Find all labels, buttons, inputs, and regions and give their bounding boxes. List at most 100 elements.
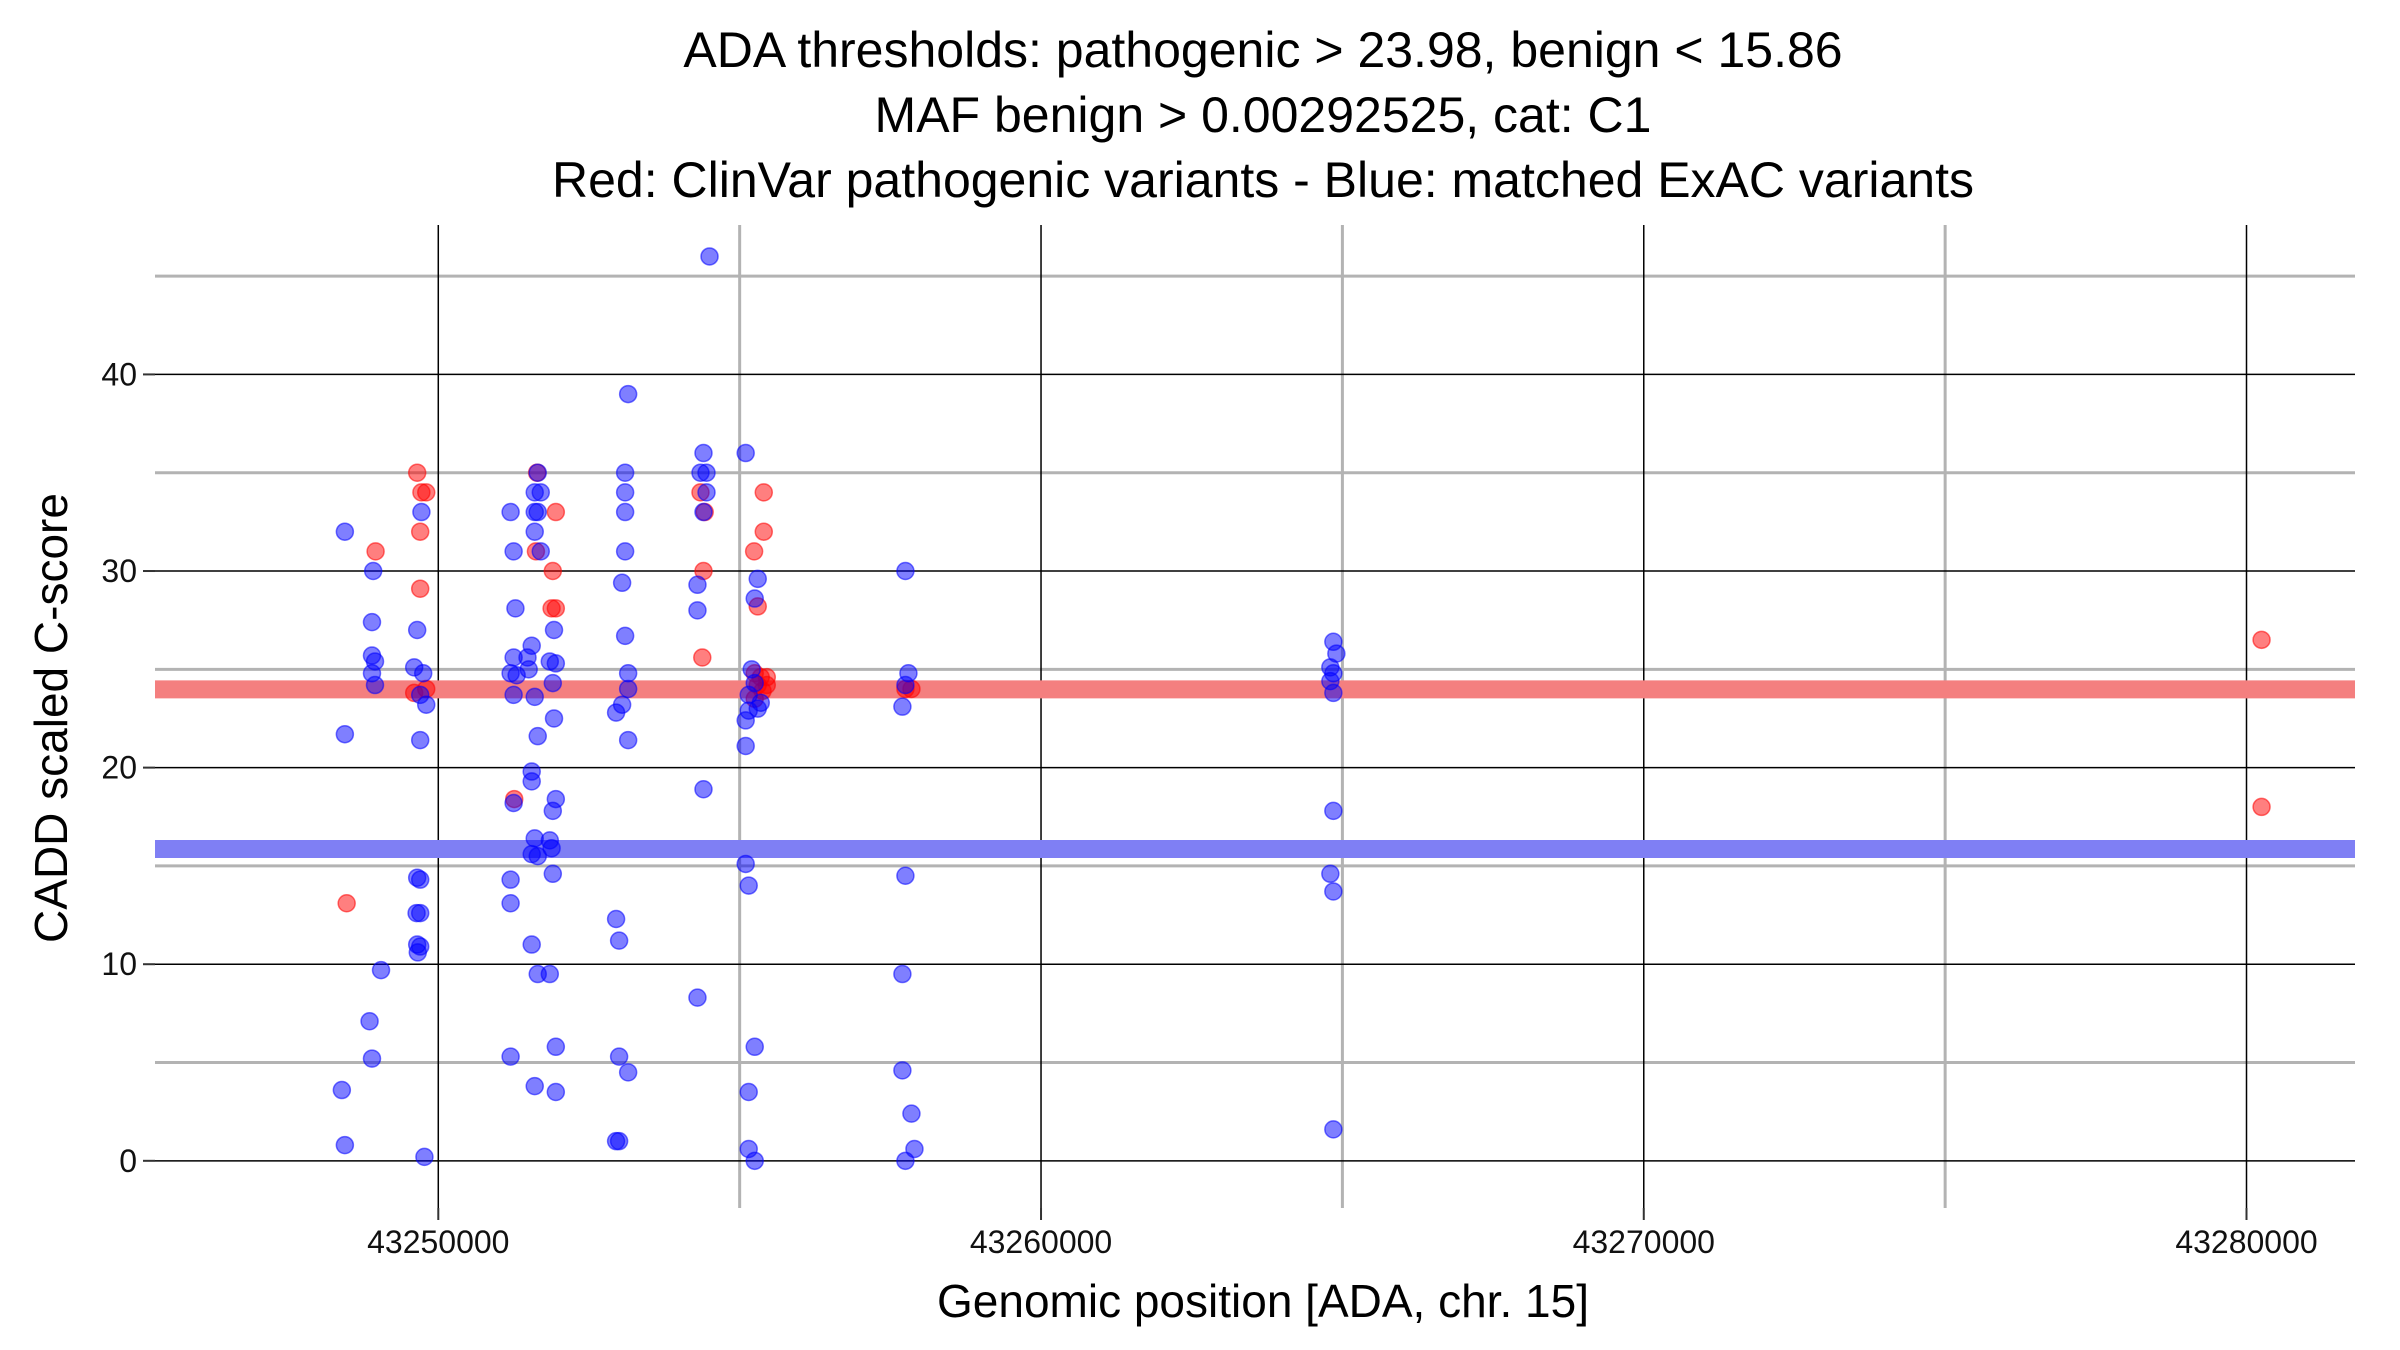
- exac-point: [739, 1082, 758, 1102]
- clinvar-point: [337, 894, 356, 913]
- exac-point: [745, 1037, 764, 1057]
- exac-point: [688, 988, 707, 1007]
- clinvar-point: [410, 579, 430, 598]
- exac-point: [615, 542, 635, 561]
- exac-point: [697, 483, 716, 502]
- exac-point: [362, 612, 382, 632]
- clinvar-point: [754, 483, 774, 502]
- exac-point: [609, 931, 629, 950]
- exac-point: [528, 726, 547, 746]
- exac-point: [531, 483, 551, 502]
- y-tick-label: 40: [101, 356, 137, 392]
- exac-point: [694, 502, 713, 522]
- clinvar-point: [416, 483, 436, 502]
- clinvar-point: [366, 542, 385, 561]
- ticks-layer: 0 10 20 30 40 43250000 43260000 43270000 4328000…: [101, 356, 2317, 1260]
- exac-point: [1324, 1120, 1343, 1139]
- exac-point: [501, 1047, 520, 1066]
- exac-point: [332, 1080, 352, 1100]
- y-axis-title: CADD scaled C-score: [25, 493, 77, 943]
- exac-point: [501, 870, 520, 889]
- exac-point: [546, 654, 566, 673]
- exac-point: [507, 665, 526, 685]
- x-axis-title: Genomic position [ADA, chr. 15]: [937, 1275, 1589, 1327]
- exac-point: [736, 443, 755, 463]
- exac-point: [748, 569, 767, 589]
- exac-point: [615, 463, 635, 482]
- clinvar-point: [2252, 630, 2271, 650]
- exac-point: [1321, 864, 1340, 884]
- exac-point: [1324, 882, 1343, 901]
- exac-point: [416, 695, 436, 714]
- exac-point: [543, 673, 563, 693]
- chart-title-line-2: MAF benign > 0.00292525, cat: C1: [875, 87, 1652, 143]
- exac-point: [902, 1104, 921, 1123]
- exac-point: [896, 561, 915, 581]
- y-tick-label: 10: [101, 946, 137, 982]
- grid-layer: [155, 225, 2355, 1208]
- exac-point: [410, 730, 430, 750]
- exac-point: [335, 522, 355, 541]
- exac-point: [609, 1131, 629, 1151]
- clinvar-point: [744, 542, 764, 561]
- exac-point: [360, 1011, 379, 1031]
- exac-point: [694, 779, 713, 799]
- chart-title-line-1: ADA thresholds: pathogenic > 23.98, beni…: [683, 22, 1842, 78]
- exac-point: [697, 463, 716, 482]
- exac-point: [542, 838, 561, 858]
- exac-point: [506, 599, 525, 618]
- exac-point: [415, 1147, 434, 1167]
- exac-point: [410, 903, 430, 923]
- chart-title-line-3: Red: ClinVar pathogenic variants - Blue:…: [552, 152, 1974, 208]
- clinvar-point: [543, 561, 563, 581]
- y-tick-label: 30: [101, 553, 137, 589]
- exac-point: [615, 502, 635, 522]
- exac-point: [896, 866, 915, 885]
- exac-point: [522, 772, 541, 791]
- y-tick-label: 20: [101, 750, 137, 786]
- exac-point: [700, 247, 719, 266]
- exac-point: [408, 943, 428, 962]
- exac-point: [1324, 683, 1343, 703]
- exac-point: [618, 1063, 638, 1082]
- exac-point: [893, 1061, 912, 1080]
- exac-point: [528, 502, 547, 522]
- exac-point: [546, 1037, 566, 1057]
- exac-point: [362, 1049, 382, 1068]
- exac-point: [504, 793, 523, 813]
- exac-point: [504, 542, 523, 561]
- exac-point: [896, 1151, 915, 1171]
- exac-point: [606, 909, 626, 929]
- exac-point: [407, 620, 427, 640]
- exac-point: [525, 687, 544, 707]
- exac-point: [501, 502, 520, 522]
- exac-point: [618, 730, 638, 750]
- exac-point: [736, 854, 755, 874]
- exac-point: [546, 1082, 566, 1102]
- exac-point: [893, 964, 912, 984]
- y-tick-label: 0: [119, 1143, 137, 1179]
- exac-point: [335, 1135, 355, 1155]
- exac-point: [688, 575, 707, 595]
- exac-point: [615, 626, 635, 646]
- exac-point: [618, 663, 638, 683]
- exac-point: [504, 685, 523, 705]
- exac-point: [543, 864, 563, 884]
- exac-point: [1324, 801, 1343, 821]
- x-tick-label: 43250000: [367, 1224, 509, 1260]
- exac-point: [615, 483, 635, 502]
- exac-point: [893, 697, 912, 716]
- exac-point: [525, 522, 544, 541]
- exac-point: [365, 675, 385, 695]
- clinvar-point: [410, 522, 430, 541]
- clinvar-point: [546, 599, 566, 618]
- exac-point: [612, 573, 632, 593]
- exac-point: [618, 384, 638, 404]
- exac-point: [544, 709, 564, 728]
- x-tick-label: 43260000: [970, 1224, 1112, 1260]
- exac-point: [371, 960, 391, 980]
- exac-point: [531, 542, 551, 561]
- exac-point: [410, 870, 430, 889]
- x-tick-label: 43280000: [2175, 1224, 2317, 1260]
